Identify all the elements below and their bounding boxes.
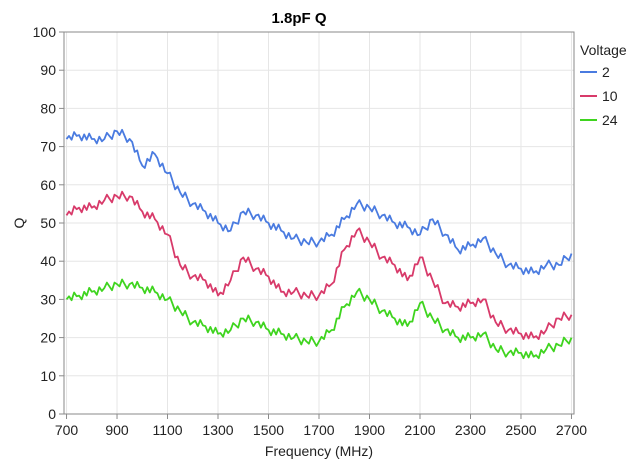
legend: Voltage 2 10 24 — [580, 42, 627, 128]
x-tick-label: 700 — [55, 422, 79, 438]
y-tick-label: 20 — [40, 330, 56, 346]
legend-label-2: 2 — [602, 64, 610, 80]
x-axis-title: Frequency (MHz) — [265, 443, 373, 459]
series-line-2 — [65, 128, 573, 276]
x-tick-label: 900 — [105, 422, 129, 438]
x-tick-label: 1900 — [354, 422, 385, 438]
y-tick-label: 10 — [40, 368, 56, 384]
x-tick-label: 1300 — [202, 422, 233, 438]
x-tick-label: 1100 — [152, 422, 182, 438]
y-tick-label: 80 — [40, 100, 56, 116]
x-tick-label: 2700 — [556, 422, 587, 438]
x-tick-label: 2100 — [404, 422, 435, 438]
ticks: 700 900 1100 1300 1500 1700 1900 2100 2300 2500 27… — [33, 24, 588, 438]
series-line-10 — [65, 190, 573, 340]
x-tick-label: 1500 — [253, 422, 284, 438]
y-tick-label: 50 — [40, 215, 56, 231]
legend-title: Voltage — [580, 42, 627, 58]
y-tick-label: 70 — [40, 139, 56, 155]
y-tick-label: 100 — [33, 24, 57, 40]
y-tick-label: 40 — [40, 253, 56, 269]
legend-label-24: 24 — [602, 112, 618, 128]
series-layer — [65, 128, 573, 360]
y-axis-title: Q — [11, 217, 27, 228]
x-tick-label: 1700 — [303, 422, 334, 438]
y-tick-label: 90 — [40, 62, 56, 78]
y-tick-label: 60 — [40, 177, 56, 193]
x-tick-label: 2500 — [505, 422, 536, 438]
y-tick-label: 30 — [40, 291, 56, 307]
legend-label-10: 10 — [602, 88, 618, 104]
chart-title: 1.8pF Q — [271, 10, 326, 27]
x-tick-label: 2300 — [455, 422, 486, 438]
y-tick-label: 0 — [48, 406, 56, 422]
series-line-24 — [65, 278, 573, 360]
